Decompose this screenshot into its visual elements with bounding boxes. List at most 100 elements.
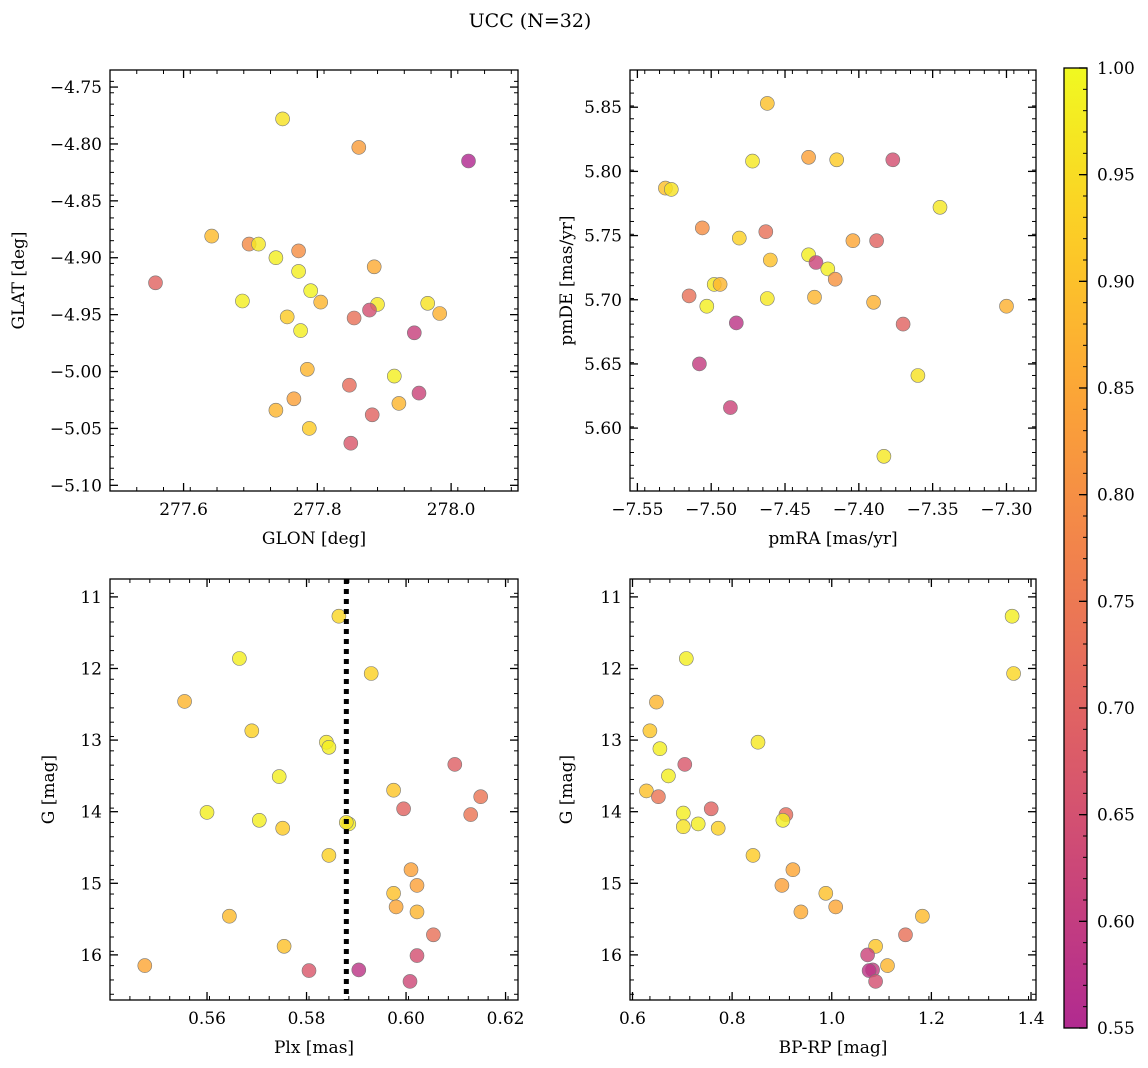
scatter-points — [658, 96, 1014, 464]
scatter-point — [793, 904, 809, 920]
scatter-point — [447, 757, 463, 772]
scatter-point — [1006, 666, 1021, 681]
scatter-point — [694, 220, 710, 236]
scatter-point — [321, 739, 337, 755]
scatter-point — [649, 694, 664, 710]
y-axis-label: G [mag] — [557, 755, 577, 824]
scatter-point — [828, 899, 844, 915]
colorbar-tick-label: 0.55 — [1097, 1019, 1135, 1039]
scatter-point — [148, 275, 163, 291]
scatter-point — [313, 294, 329, 310]
scatter-point — [651, 789, 666, 805]
scatter-point — [268, 250, 284, 266]
y-tick-label: 14 — [600, 803, 622, 823]
scatter-point — [827, 271, 843, 287]
scatter-point — [999, 298, 1014, 314]
scatter-point — [661, 768, 676, 784]
scatter-point — [861, 963, 877, 978]
scatter-point — [775, 812, 791, 828]
scatter-point — [271, 769, 287, 784]
scatter-point — [222, 908, 237, 924]
scatter-point — [299, 361, 315, 377]
scatter-point — [712, 277, 728, 292]
y-tick-label: 12 — [600, 659, 622, 679]
colorbar-tick-label: 0.60 — [1097, 912, 1135, 932]
scatter-point — [268, 402, 284, 418]
scatter-point — [293, 323, 308, 338]
axes-frame — [629, 69, 1037, 492]
scatter-point — [244, 723, 260, 739]
scatter-point — [915, 908, 930, 924]
scatter-point — [678, 651, 694, 666]
y-axis-label: pmDE [mas/yr] — [557, 215, 577, 345]
scatter-point — [235, 293, 250, 309]
scatter-point — [346, 310, 362, 326]
scatter-point — [420, 295, 436, 311]
scatter-point — [801, 150, 816, 165]
scatter-point — [652, 741, 668, 757]
scatter-points — [639, 608, 1021, 989]
x-tick-label: 277.6 — [159, 500, 208, 520]
scatter-point — [391, 396, 407, 411]
y-tick-label: 5.70 — [584, 291, 622, 311]
scatter-points — [137, 608, 489, 989]
y-tick-label: 16 — [600, 946, 622, 966]
x-tick-label: 1.0 — [818, 1009, 845, 1029]
scatter-point — [758, 224, 774, 239]
y-tick-label: 13 — [600, 731, 622, 751]
scatter-point — [818, 885, 834, 901]
x-tick-label: 0.60 — [387, 1009, 425, 1029]
scatter-point — [276, 938, 292, 954]
scatter-point — [910, 368, 926, 383]
y-tick-label: 16 — [80, 946, 102, 966]
colorbar-tick-label: 1.00 — [1097, 59, 1135, 79]
y-tick-label: 5.80 — [584, 162, 622, 182]
y-tick-label: −5.05 — [50, 419, 102, 439]
scatter-point — [363, 666, 379, 681]
x-tick-label: 278.0 — [427, 500, 476, 520]
scatter-point — [199, 805, 215, 820]
y-tick-label: 14 — [80, 803, 102, 823]
scatter-point — [386, 368, 402, 384]
y-tick-label: −4.85 — [50, 192, 102, 212]
scatter-point — [675, 805, 691, 821]
panel-bprp-g: 0.6 0.8 1.0 1.2 1.4 11 12 13 14 15 16 BP-RP [mag] G … — [557, 578, 1045, 1058]
colorbar-tick-label: 0.75 — [1097, 592, 1135, 612]
scatter-point — [845, 233, 861, 248]
scatter-point — [137, 958, 153, 973]
scatter-point — [762, 252, 778, 268]
scatter-point — [785, 862, 801, 878]
x-tick-label: 0.8 — [719, 1009, 746, 1029]
scatter-point — [731, 230, 747, 246]
scatter-point — [426, 927, 441, 943]
axes-frame — [109, 69, 519, 492]
scatter-point — [932, 200, 948, 215]
scatter-point — [177, 694, 192, 709]
x-axis-label: Plx [mas] — [274, 1038, 354, 1058]
scatter-point — [301, 421, 317, 436]
scatter-point — [406, 325, 422, 341]
y-tick-label: 5.75 — [584, 227, 622, 247]
scatter-point — [364, 407, 380, 423]
scatter-point — [251, 236, 266, 252]
scatter-point — [403, 862, 419, 878]
scatter-point — [251, 812, 267, 828]
x-tick-label: −7.35 — [907, 500, 959, 520]
scatter-point — [291, 264, 306, 279]
scatter-point — [279, 309, 295, 325]
panel-glon-glat: 277.6 277.8 278.0 −4.75 −4.80 −4.85 −4.90 −4.95… — [9, 69, 519, 549]
scatter-point — [386, 782, 401, 798]
scatter-point — [343, 435, 359, 451]
scatter-point — [286, 391, 302, 407]
colorbar-tick-label: 0.65 — [1097, 806, 1135, 826]
colorbar-tick-label: 0.80 — [1097, 486, 1135, 506]
scatter-point — [829, 152, 845, 168]
colorbar-tick-label: 0.90 — [1097, 272, 1135, 292]
scatter-point — [351, 962, 367, 978]
x-tick-label: 0.56 — [188, 1009, 226, 1029]
x-tick-label: 1.2 — [918, 1009, 945, 1029]
x-tick-label: −7.45 — [759, 500, 811, 520]
scatter-point — [807, 289, 822, 305]
scatter-point — [869, 233, 884, 248]
